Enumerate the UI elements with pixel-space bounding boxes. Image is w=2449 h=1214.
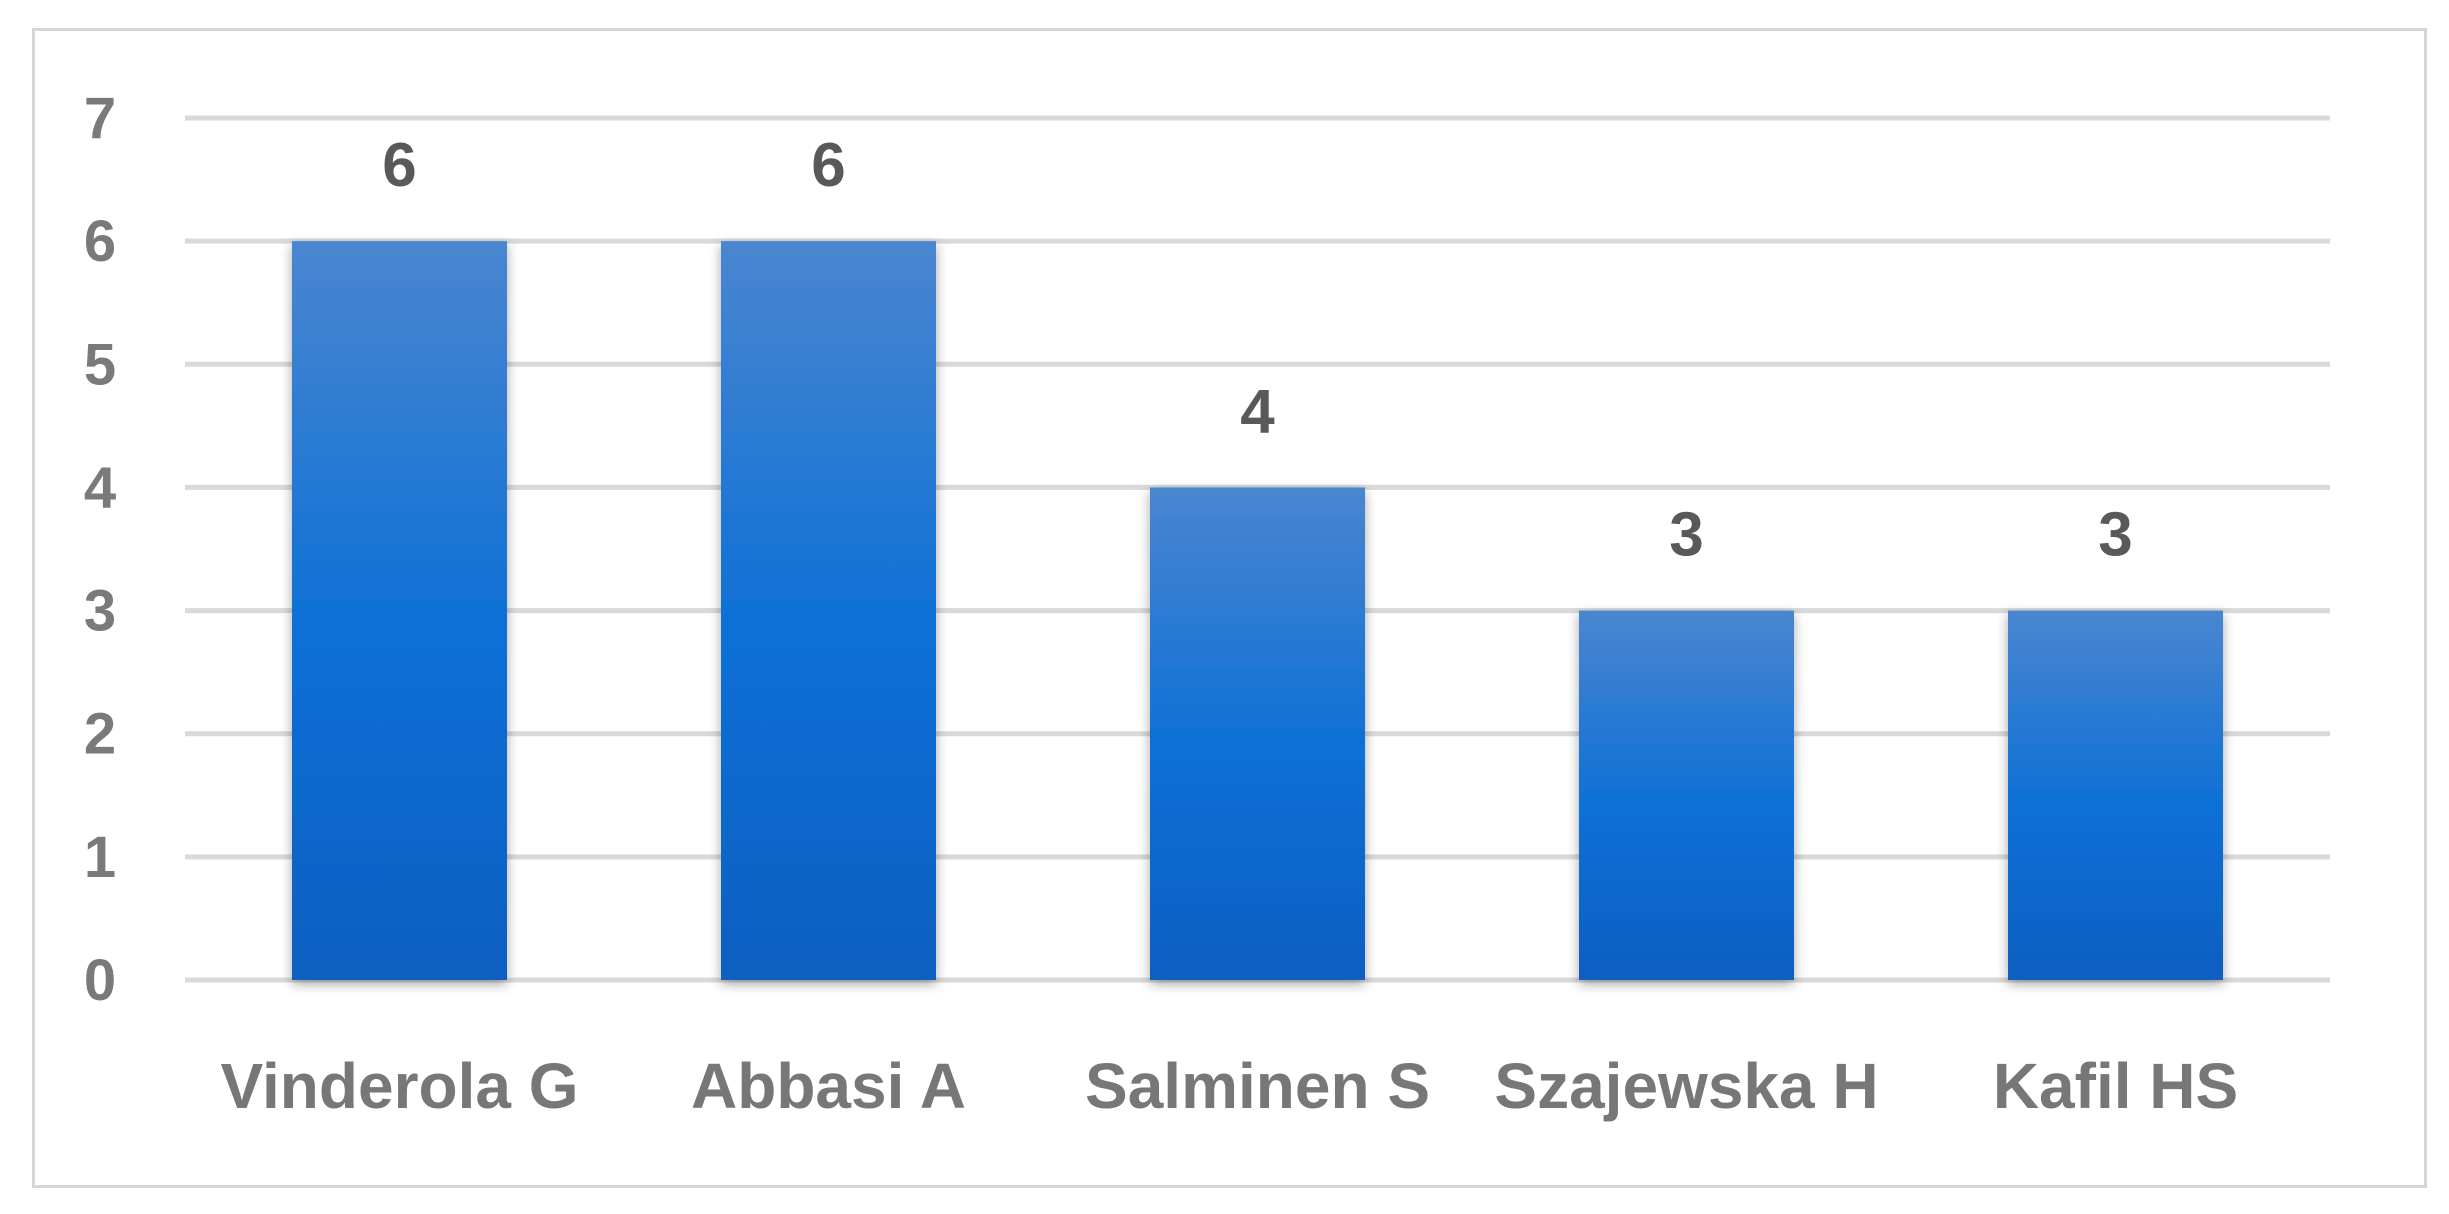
x-category-label: Kafil HS [1993, 1050, 2238, 1122]
x-axis-category-labels: Vinderola G Abbasi A Salminen S Szajewska H… [220, 1050, 2238, 1122]
bar-vinderola-g [292, 241, 507, 981]
bar-szajewska-h [1579, 610, 1794, 980]
y-tick-label: 7 [84, 86, 116, 151]
data-labels: 6 6 4 3 3 [382, 131, 2132, 569]
y-tick-label: 6 [84, 209, 116, 274]
y-tick-label: 4 [84, 455, 116, 520]
y-tick-label: 3 [84, 579, 116, 644]
data-label: 3 [2098, 501, 2132, 570]
data-label: 4 [1240, 377, 1275, 446]
bars [292, 241, 2223, 981]
y-tick-label: 0 [84, 948, 116, 1013]
bar-abbasi-a [721, 241, 936, 981]
x-category-label: Abbasi A [691, 1050, 966, 1122]
data-label: 6 [382, 131, 416, 200]
x-category-label: Vinderola G [220, 1050, 578, 1122]
data-label: 6 [811, 131, 845, 200]
y-tick-label: 2 [84, 702, 116, 767]
y-axis-tick-labels: 0 1 2 3 4 5 6 7 [84, 86, 116, 1013]
x-category-label: Salminen S [1085, 1050, 1430, 1122]
bar-kafil-hs [2008, 610, 2223, 980]
data-label: 3 [1669, 501, 1703, 570]
y-tick-label: 1 [84, 825, 116, 890]
y-tick-label: 5 [84, 332, 116, 397]
bar-salminen-s [1150, 487, 1365, 980]
x-category-label: Szajewska H [1494, 1050, 1878, 1122]
